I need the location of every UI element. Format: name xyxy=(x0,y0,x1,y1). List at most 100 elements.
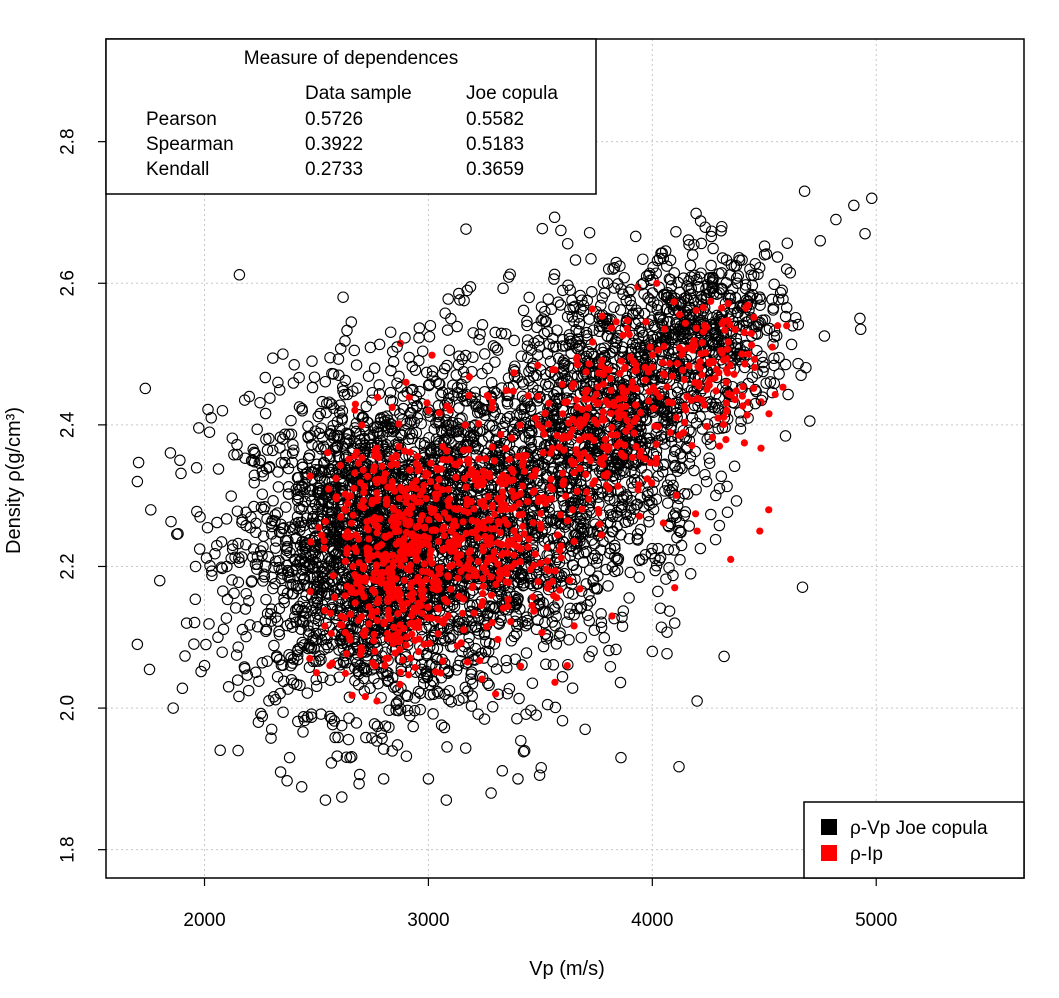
cloud-point xyxy=(681,304,694,317)
cloud-point xyxy=(507,423,520,436)
cloud-point xyxy=(303,661,316,674)
cloud-point xyxy=(699,468,711,481)
cloud-point xyxy=(545,303,558,316)
cloud-point xyxy=(251,423,263,436)
cloud-point xyxy=(440,420,453,432)
cloud-point xyxy=(487,340,500,352)
cloud-point xyxy=(784,267,797,279)
cloud-point xyxy=(345,750,358,763)
cloud-point xyxy=(176,682,189,695)
cloud-point xyxy=(256,549,268,562)
cloud-point xyxy=(302,628,315,640)
cloud-point xyxy=(343,663,356,675)
cloud-point xyxy=(371,720,384,733)
cloud-point xyxy=(256,657,269,669)
cloud-point xyxy=(248,500,260,513)
cloud-point xyxy=(446,426,459,438)
cloud-point xyxy=(248,456,261,468)
cloud-point xyxy=(623,286,635,298)
cloud-point xyxy=(558,357,571,370)
cloud-point xyxy=(749,383,761,396)
cloud-point xyxy=(661,260,673,272)
cloud-point xyxy=(289,518,302,530)
cloud-point xyxy=(336,440,349,452)
cloud-point xyxy=(268,691,280,703)
cloud-point xyxy=(768,377,781,390)
cloud-point xyxy=(571,342,583,354)
cloud-point xyxy=(754,299,766,311)
cloud-point xyxy=(258,571,271,583)
cloud-point xyxy=(247,443,259,456)
cloud-point xyxy=(324,498,337,511)
cloud-point xyxy=(330,548,342,561)
cloud-point xyxy=(395,653,407,666)
cloud-point xyxy=(327,526,339,538)
cloud-point xyxy=(500,328,512,340)
cloud-point xyxy=(188,638,200,650)
cloud-point xyxy=(312,614,325,627)
cloud-point xyxy=(583,313,596,325)
cloud-point xyxy=(313,655,325,667)
cloud-point xyxy=(750,320,763,333)
cloud-point xyxy=(441,741,453,753)
cloud-point xyxy=(600,313,612,326)
cloud-point xyxy=(705,508,717,521)
cloud-point xyxy=(555,570,568,582)
cloud-point xyxy=(779,310,792,323)
cloud-point xyxy=(486,701,499,713)
cloud-point xyxy=(501,687,514,700)
cloud-point xyxy=(735,415,747,427)
cloud-point xyxy=(755,293,767,306)
cloud-point xyxy=(690,207,702,220)
cloud-point xyxy=(526,677,539,689)
cloud-point xyxy=(734,423,747,435)
cloud-point xyxy=(401,690,414,703)
cloud-point xyxy=(708,401,721,414)
cloud-point xyxy=(728,460,741,473)
cloud-point xyxy=(563,608,576,620)
cloud-point xyxy=(412,685,425,698)
cloud-point xyxy=(694,410,706,423)
cloud-point xyxy=(343,434,356,446)
cloud-point xyxy=(299,477,311,489)
cloud-point xyxy=(262,551,275,563)
cloud-point xyxy=(602,263,615,275)
cloud-point xyxy=(381,669,393,682)
cloud-point xyxy=(548,273,560,285)
cloud-point xyxy=(485,377,498,389)
cloud-point xyxy=(220,612,233,624)
cloud-point xyxy=(393,370,405,383)
cloud-point xyxy=(674,554,686,566)
cloud-point xyxy=(766,293,778,306)
cloud-point xyxy=(273,384,286,396)
cloud-point xyxy=(537,640,550,653)
cloud-point xyxy=(438,362,451,375)
cloud-point xyxy=(509,398,521,410)
cloud-point xyxy=(204,560,216,572)
cloud-point xyxy=(582,345,595,358)
cloud-point xyxy=(336,791,348,803)
cloud-point xyxy=(716,252,729,264)
cloud-point xyxy=(585,347,598,360)
cloud-point xyxy=(265,732,277,744)
cloud-point xyxy=(201,521,214,534)
cloud-point xyxy=(539,616,551,629)
cloud-point xyxy=(305,708,318,720)
cloud-point xyxy=(287,438,299,451)
cloud-point xyxy=(547,410,560,422)
cloud-point xyxy=(657,406,670,419)
cloud-point xyxy=(663,273,676,285)
cloud-point xyxy=(562,658,574,671)
cloud-point xyxy=(490,341,502,354)
cloud-point xyxy=(768,352,780,365)
cloud-point xyxy=(576,294,588,306)
cloud-point xyxy=(292,715,304,728)
cloud-point xyxy=(233,690,245,703)
cloud-point xyxy=(703,452,715,464)
cloud-point xyxy=(467,351,479,363)
cloud-point xyxy=(388,404,401,416)
cloud-point xyxy=(632,332,645,345)
cloud-point xyxy=(257,470,269,482)
cloud-point xyxy=(324,674,337,686)
cloud-point xyxy=(460,223,472,235)
